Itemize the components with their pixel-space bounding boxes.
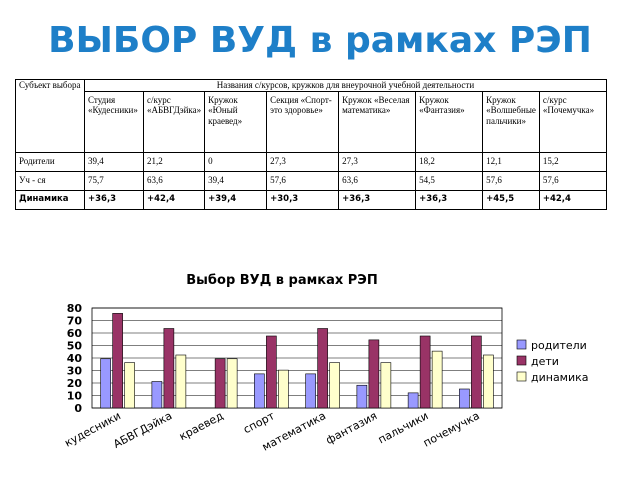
table-cell: 27,3 — [266, 151, 340, 172]
page-title: ВЫБОР ВУД в рамках РЭП — [48, 20, 592, 61]
legend-swatch — [516, 371, 527, 382]
table-cell: 21,2 — [142, 151, 206, 172]
table-cell: 54,5 — [415, 170, 484, 191]
table-cell: 57,6 — [266, 170, 340, 191]
bar-динамика — [329, 362, 340, 409]
y-tick-label: 40 — [67, 352, 83, 365]
bar-динамика — [226, 358, 238, 409]
table-group-header: Названия с/курсов, кружков для внеурочно… — [84, 79, 607, 92]
bar-родители — [356, 384, 368, 409]
table-cell: +45,5 — [482, 189, 540, 210]
table-cell: +42,4 — [538, 189, 607, 210]
legend-label: родители — [531, 339, 587, 352]
bar-родители — [305, 373, 316, 409]
bar-дети — [112, 313, 123, 409]
table-cell: 57,6 — [482, 170, 540, 191]
y-tick-label: 0 — [74, 402, 82, 415]
bar-динамика — [278, 369, 289, 409]
legend-swatch — [516, 339, 527, 350]
legend-label: дети — [531, 355, 559, 368]
column-header: Кружок «Фантазия» — [415, 90, 484, 153]
legend-swatch — [516, 355, 527, 366]
column-header: Кружок «Волшебные пальчики» — [482, 90, 540, 153]
bar-родители — [459, 388, 470, 409]
column-header: Кружок «Юный краевед» — [204, 90, 268, 153]
table-cell: +36,3 — [84, 189, 144, 210]
legend — [514, 335, 614, 391]
y-tick-label: 10 — [67, 390, 83, 403]
table-cell: 63,6 — [142, 170, 206, 191]
bar-родители — [407, 392, 419, 409]
x-tick-label: почемучка — [421, 409, 482, 450]
x-tick-label: краевед — [177, 409, 226, 443]
y-tick-label: 80 — [67, 302, 83, 315]
table-cell: 63,6 — [338, 170, 417, 191]
table-cell: 75,7 — [84, 170, 144, 191]
column-header: Кружок «Веселая математика» — [338, 90, 417, 153]
table-row: Динамика +36,3 +42,4 +39,4 +30,3 +36,3 +… — [15, 189, 607, 210]
y-tick-label: 60 — [67, 327, 83, 340]
table-cell: 12,1 — [482, 151, 540, 172]
row-label: Динамика — [15, 189, 85, 210]
row-label: Уч - ся — [15, 170, 85, 191]
table-cell: +39,4 — [204, 189, 268, 210]
x-tick-label: АБВГДэйка — [111, 409, 174, 451]
bar-родители — [100, 358, 111, 409]
table-cell: 27,3 — [338, 151, 417, 172]
bar-динамика — [124, 362, 135, 409]
table-cell: 39,4 — [204, 170, 268, 191]
bar-динамика — [483, 354, 494, 409]
column-header: Студия «Кудесники» — [84, 90, 144, 153]
x-tick-label: фантазия — [324, 409, 380, 447]
x-tick-label: спорт — [241, 409, 277, 436]
table-cell: 15,2 — [538, 151, 607, 172]
bar-динамика — [175, 354, 187, 409]
bar-chart: Выбор ВУД в рамках РЭП 0 10 20 30 40 50 60 70 80 к… — [52, 268, 614, 478]
table-cell: +36,3 — [338, 189, 417, 210]
table-cell: +30,3 — [266, 189, 340, 210]
bar-дети — [471, 335, 482, 409]
table-corner-header: Субъект выбора — [15, 79, 85, 153]
bar-дети — [266, 335, 277, 409]
row-label: Родители — [15, 151, 85, 172]
y-tick-label: 50 — [67, 340, 83, 353]
table-cell: +36,3 — [415, 189, 484, 210]
bar-родители — [151, 381, 163, 409]
table-row: Родители 39,4 21,2 0 27,3 27,3 18,2 12,1… — [15, 151, 607, 172]
y-tick-label: 30 — [67, 365, 83, 378]
column-header: с/курс «Почемучка» — [538, 90, 607, 153]
bar-родители — [254, 373, 265, 409]
bar-дети — [419, 335, 431, 409]
column-header: с/курс «АБВГДэйка» — [142, 90, 206, 153]
table-row: Уч - ся 75,7 63,6 39,4 57,6 63,6 54,5 57… — [15, 170, 607, 191]
bar-дети — [214, 358, 226, 409]
bar-динамика — [380, 362, 392, 409]
table-cell: +42,4 — [142, 189, 206, 210]
bar-дети — [368, 339, 380, 409]
table-cell: 57,6 — [538, 170, 607, 191]
y-tick-label: 20 — [67, 377, 83, 390]
selection-table: Субъект выбора Названия с/курсов, кружко… — [15, 79, 607, 210]
y-tick-label: 70 — [67, 315, 83, 328]
table-cell: 18,2 — [415, 151, 484, 172]
bar-дети — [317, 328, 328, 409]
column-header: Секция «Спорт-это здоровье» — [266, 90, 340, 153]
bar-динамика — [431, 350, 443, 409]
legend-label: динамика — [531, 371, 589, 384]
table-cell: 39,4 — [84, 151, 144, 172]
chart-title: Выбор ВУД в рамках РЭП — [186, 273, 377, 288]
table-cell: 0 — [204, 151, 268, 172]
bar-дети — [163, 328, 175, 409]
